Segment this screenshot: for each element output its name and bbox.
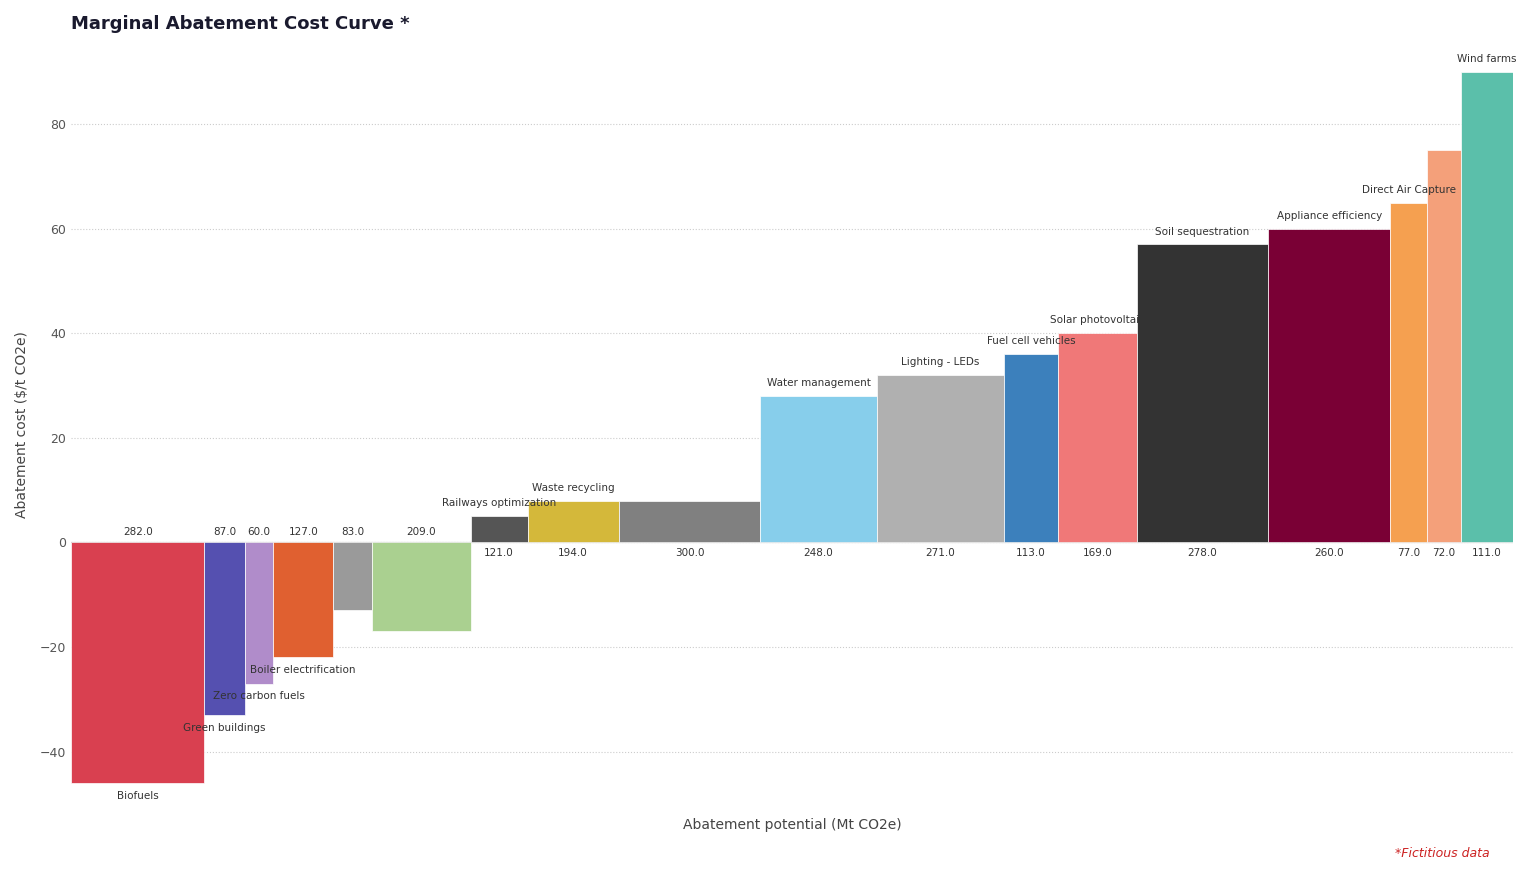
Text: 300.0: 300.0: [674, 547, 703, 558]
Text: Fuel cell vehicles: Fuel cell vehicles: [986, 336, 1075, 347]
Bar: [1137, 244, 1269, 542]
Text: Water management: Water management: [766, 378, 871, 388]
Bar: [1058, 333, 1137, 542]
Text: Soil sequestration: Soil sequestration: [1155, 226, 1250, 237]
Text: 87.0: 87.0: [214, 527, 237, 537]
Text: 169.0: 169.0: [1083, 547, 1112, 558]
Text: 127.0: 127.0: [289, 527, 318, 537]
Text: 194.0: 194.0: [558, 547, 588, 558]
Text: Marginal Abatement Cost Curve *: Marginal Abatement Cost Curve *: [71, 15, 410, 33]
Text: 260.0: 260.0: [1315, 547, 1344, 558]
Text: Lighting - LEDs: Lighting - LEDs: [902, 357, 980, 368]
Bar: [333, 542, 372, 610]
Text: 72.0: 72.0: [1432, 547, 1455, 558]
Text: Wind farms: Wind farms: [1458, 54, 1516, 64]
Bar: [1461, 72, 1513, 542]
Text: 278.0: 278.0: [1187, 547, 1218, 558]
Bar: [1005, 354, 1058, 542]
Text: 83.0: 83.0: [341, 527, 364, 537]
Bar: [619, 500, 760, 542]
Text: Solar photovoltaic: Solar photovoltaic: [1051, 315, 1144, 326]
Bar: [1427, 150, 1461, 542]
Bar: [470, 516, 527, 542]
Bar: [877, 375, 1005, 542]
Text: Railways optimization: Railways optimization: [442, 498, 556, 508]
Bar: [760, 396, 877, 542]
Bar: [71, 542, 204, 783]
Text: Direct Air Capture: Direct Air Capture: [1361, 185, 1456, 195]
Text: Green buildings: Green buildings: [183, 723, 266, 732]
Text: 271.0: 271.0: [926, 547, 955, 558]
Text: 60.0: 60.0: [247, 527, 270, 537]
Text: Zero carbon fuels: Zero carbon fuels: [214, 691, 306, 702]
Text: 282.0: 282.0: [123, 527, 152, 537]
Text: 113.0: 113.0: [1017, 547, 1046, 558]
Text: Waste recycling: Waste recycling: [531, 483, 614, 492]
Bar: [246, 542, 273, 684]
Text: 111.0: 111.0: [1471, 547, 1502, 558]
Text: *Fictitious data: *Fictitious data: [1395, 847, 1490, 860]
Text: Appliance efficiency: Appliance efficiency: [1276, 211, 1382, 221]
Bar: [372, 542, 470, 631]
Y-axis label: Abatement cost ($/t CO2e): Abatement cost ($/t CO2e): [15, 332, 29, 519]
Bar: [527, 500, 619, 542]
Text: 121.0: 121.0: [484, 547, 515, 558]
Bar: [1390, 203, 1427, 542]
X-axis label: Abatement potential (Mt CO2e): Abatement potential (Mt CO2e): [684, 818, 902, 832]
Text: Biofuels: Biofuels: [117, 791, 158, 801]
Text: 248.0: 248.0: [803, 547, 834, 558]
Bar: [1269, 229, 1390, 542]
Bar: [204, 542, 246, 715]
Text: 77.0: 77.0: [1396, 547, 1421, 558]
Text: 209.0: 209.0: [407, 527, 436, 537]
Text: Boiler electrification: Boiler electrification: [250, 665, 356, 676]
Bar: [273, 542, 333, 657]
